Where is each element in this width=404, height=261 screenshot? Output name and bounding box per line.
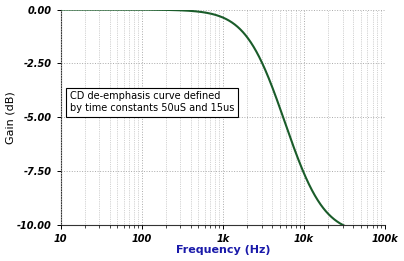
Text: CD de-emphasis curve defined
by time constants 50uS and 15us: CD de-emphasis curve defined by time con… bbox=[70, 91, 234, 113]
Y-axis label: Gain (dB): Gain (dB) bbox=[6, 91, 16, 144]
X-axis label: Frequency (Hz): Frequency (Hz) bbox=[176, 245, 270, 256]
